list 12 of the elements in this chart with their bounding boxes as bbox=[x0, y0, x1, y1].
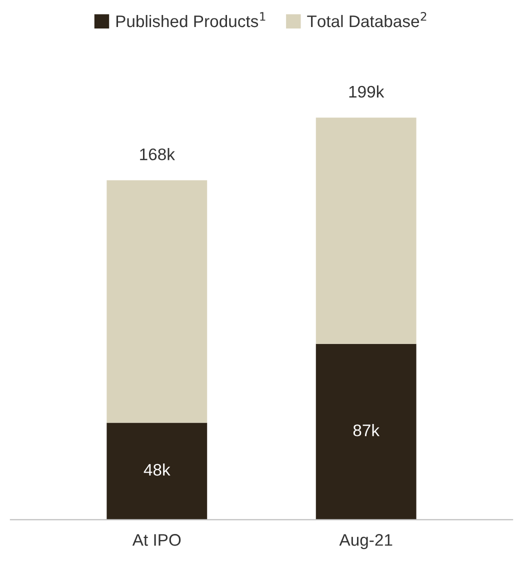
x-tick-label: At IPO bbox=[132, 534, 181, 546]
total-label: 199k bbox=[349, 85, 384, 98]
bar bbox=[106, 422, 208, 520]
bar bbox=[316, 118, 416, 344]
bar bbox=[316, 344, 416, 520]
data-label: 48k bbox=[144, 463, 170, 476]
x-tick-label: Aug-21 bbox=[339, 534, 392, 550]
legend-label: Published Products$^{1}$ bbox=[116, 12, 266, 28]
legend-label: Total Database$^{2}$ bbox=[307, 12, 426, 28]
total-label: 168k bbox=[140, 148, 175, 160]
bar bbox=[106, 180, 208, 423]
data-label: 87k bbox=[353, 424, 380, 436]
